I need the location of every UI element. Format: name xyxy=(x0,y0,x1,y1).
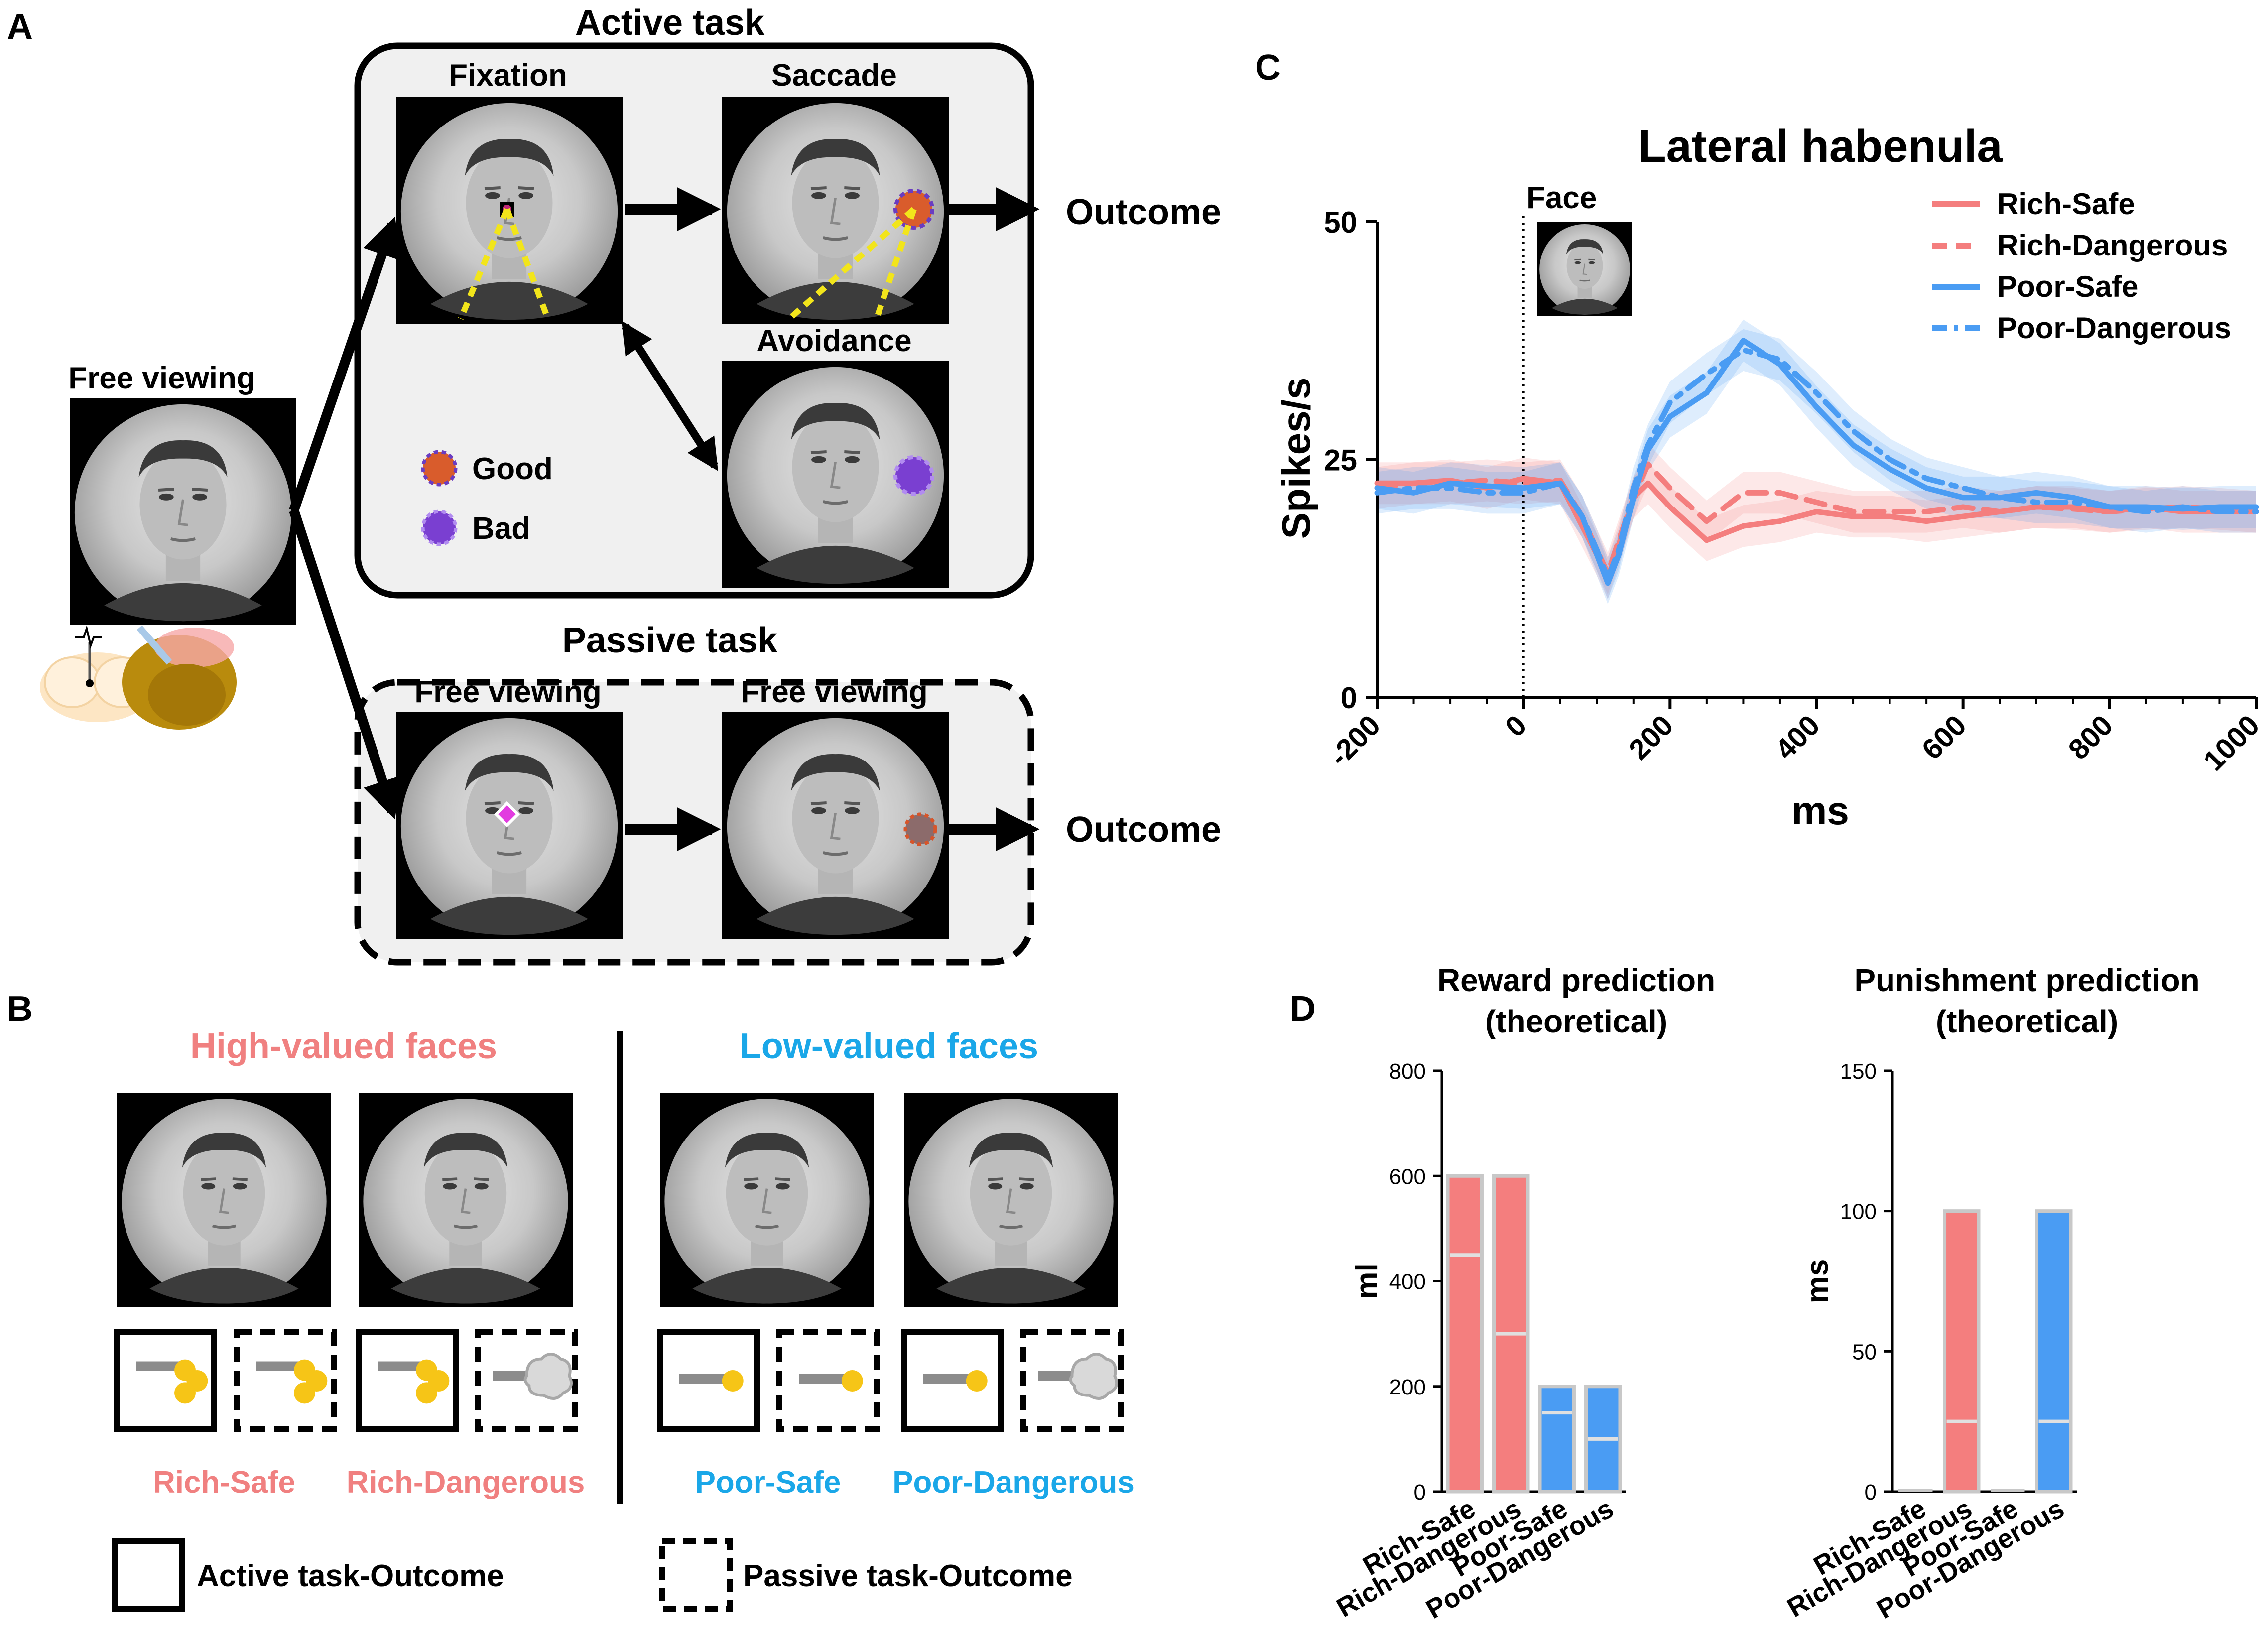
event-face-thumbnail xyxy=(1537,222,1632,316)
panel-letter-a: A xyxy=(7,7,33,47)
face-label-rich-dangerous: Rich-Dangerous xyxy=(347,1465,585,1500)
face-label-rich-safe: Rich-Safe xyxy=(153,1465,295,1500)
bar-y-tick-label: 800 xyxy=(1389,1059,1426,1084)
face-image-free-viewing xyxy=(70,398,296,625)
x-tick-label: 1000 xyxy=(2197,709,2266,777)
bar-rich-safe xyxy=(1446,1174,1484,1494)
panel-a: Active task Passive task Free viewing Fi… xyxy=(40,3,1221,966)
bar-chart-subtitle: (theoretical) xyxy=(1936,1004,2118,1039)
y-tick-label: 50 xyxy=(1324,206,1357,239)
y-axis-label: Spikes/s xyxy=(1274,378,1318,539)
bar-y-tick-label: 400 xyxy=(1389,1270,1426,1294)
high-valued-title: High-valued faces xyxy=(190,1026,497,1066)
arrow-to-passive xyxy=(289,508,402,820)
arrow-fixation-avoidance xyxy=(622,321,718,471)
x-tick-label: -200 xyxy=(1323,709,1386,772)
fixation-label: Fixation xyxy=(449,58,567,93)
panel-letter-c: C xyxy=(1255,48,1281,88)
series-line-poor-dangerous xyxy=(1374,347,2259,581)
legend-label: Rich-Safe xyxy=(1997,187,2135,221)
low-valued-title: Low-valued faces xyxy=(740,1026,1038,1066)
bad-target xyxy=(893,455,934,496)
face-label-poor-dangerous: Poor-Dangerous xyxy=(892,1465,1134,1500)
passive-cue-marker xyxy=(494,801,520,828)
x-tick-label: 200 xyxy=(1623,709,1679,765)
bar-chart-title: Punishment prediction xyxy=(1854,962,2199,998)
outcome-label-passive: Outcome xyxy=(1066,810,1221,850)
x-tick-label: 400 xyxy=(1769,709,1826,765)
good-label: Good xyxy=(472,452,553,486)
bar-y-tick-label: 0 xyxy=(1865,1480,1877,1505)
series-line-rich-dangerous xyxy=(1374,461,2259,577)
face-image-rich-safe xyxy=(117,1093,331,1307)
bar-y-tick-label: 0 xyxy=(1414,1480,1426,1505)
x-tick-label: 600 xyxy=(1915,709,1972,765)
panel-letter-b: B xyxy=(7,989,33,1029)
panel-d-charts: Reward prediction (theoretical) ml 0 200 400 6… xyxy=(1332,962,2200,1625)
bar-chart-title: Reward prediction xyxy=(1437,962,1715,998)
bar-y-tick-label: 150 xyxy=(1840,1059,1877,1084)
y-tick-label: 0 xyxy=(1341,681,1357,715)
chart-title: Lateral habenula xyxy=(1638,121,2003,172)
bar-chart-subtitle: (theoretical) xyxy=(1485,1004,1667,1039)
bar-y-axis-label: ml xyxy=(1350,1263,1384,1299)
active-task-title: Active task xyxy=(575,3,765,43)
bar-rich-dangerous xyxy=(1943,1209,1981,1494)
bar-y-tick-label: 200 xyxy=(1389,1375,1426,1399)
panel-c-chart: Lateral habenula ms Spikes/s Face 0 25 50 -… xyxy=(1274,121,2266,833)
legend-label: Poor-Safe xyxy=(1997,270,2138,303)
bad-icon xyxy=(421,509,458,546)
passive-free-viewing-label-1: Free viewing xyxy=(414,675,602,709)
bar-y-tick-label: 600 xyxy=(1389,1164,1426,1189)
passive-task-title: Passive task xyxy=(562,621,778,660)
legend-label: Poor-Dangerous xyxy=(1997,311,2231,345)
face-image-passive-1 xyxy=(396,712,623,939)
legend-passive-label: Passive task-Outcome xyxy=(743,1559,1073,1593)
y-tick-label: 25 xyxy=(1324,444,1357,477)
passive-target xyxy=(903,812,937,846)
arrow-to-active xyxy=(289,216,401,512)
brain-recording-icon xyxy=(40,625,237,730)
x-tick-label: 800 xyxy=(2062,709,2119,765)
outcome-label-active: Outcome xyxy=(1066,192,1221,232)
legend-active-box xyxy=(112,1538,185,1612)
passive-free-viewing-label-2: Free viewing xyxy=(741,675,928,709)
bar-y-tick-label: 50 xyxy=(1852,1340,1877,1364)
legend-passive-box xyxy=(659,1538,733,1612)
bar-poor-safe xyxy=(1538,1385,1576,1494)
legend-label: Rich-Dangerous xyxy=(1997,229,2228,262)
bad-label: Bad xyxy=(472,511,530,546)
good-icon xyxy=(421,450,458,487)
legend-active-label: Active task-Outcome xyxy=(197,1559,504,1593)
free-viewing-label: Free viewing xyxy=(68,361,255,395)
bar-poor-dangerous xyxy=(2035,1209,2073,1494)
event-label: Face xyxy=(1526,181,1597,215)
bar-y-tick-label: 100 xyxy=(1840,1200,1877,1224)
avoidance-label: Avoidance xyxy=(756,324,911,358)
face-label-poor-safe: Poor-Safe xyxy=(695,1465,841,1500)
panel-b: High-valued faces Low-valued faces Rich-… xyxy=(112,1026,1134,1612)
x-tick-label: 0 xyxy=(1499,709,1533,743)
bar-y-axis-label: ms xyxy=(1800,1259,1835,1304)
face-image-poor-safe xyxy=(660,1093,874,1307)
saccade-label: Saccade xyxy=(771,58,897,93)
face-image-poor-dangerous xyxy=(904,1093,1118,1307)
panel-letter-d: D xyxy=(1290,989,1316,1029)
x-axis-label: ms xyxy=(1791,788,1849,833)
sem-band-3 xyxy=(1377,329,2256,600)
face-image-rich-dangerous xyxy=(359,1093,573,1307)
